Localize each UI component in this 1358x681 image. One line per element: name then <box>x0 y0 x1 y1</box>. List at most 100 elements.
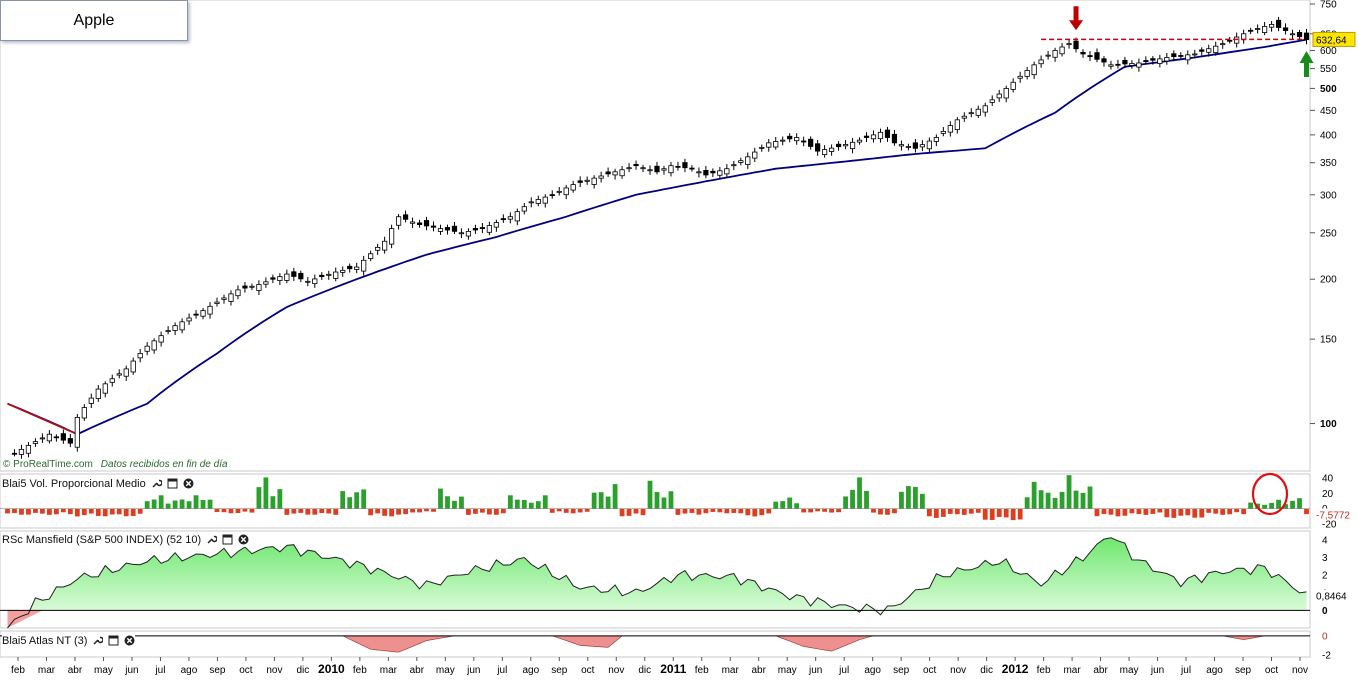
volume-bar <box>40 508 45 514</box>
x-month-label: sep <box>551 665 568 676</box>
candle-body <box>863 135 870 138</box>
volume-bar <box>1276 499 1281 509</box>
volume-panel-label: Blai5 Vol. Proporcional Medio <box>2 477 146 490</box>
volume-bar <box>486 508 492 515</box>
volume-bar <box>256 487 262 509</box>
candle-body <box>556 190 562 193</box>
volume-bar <box>724 508 730 514</box>
volume-bar <box>1003 508 1009 518</box>
candle-body <box>1275 19 1282 28</box>
volume-bar <box>277 489 283 509</box>
candle-body <box>25 445 32 454</box>
volume-tick-label: 40 <box>1322 473 1334 484</box>
x-month-label: may <box>778 665 797 676</box>
volume-bar <box>270 496 276 509</box>
volume-bar <box>33 508 38 513</box>
x-month-label: feb <box>1037 665 1051 676</box>
volume-bar <box>396 508 401 515</box>
volume-bar <box>703 508 709 514</box>
candle-body <box>1073 40 1079 50</box>
volume-bar <box>1129 508 1135 514</box>
volume-bar <box>109 508 115 515</box>
wrench-icon[interactable] <box>92 635 104 646</box>
volume-bar <box>1136 508 1142 515</box>
volume-bar <box>829 508 834 513</box>
candle-body <box>137 353 143 359</box>
volume-bar <box>81 508 87 516</box>
volume-bar <box>1297 498 1302 509</box>
candle-body <box>1282 27 1289 32</box>
candle-body <box>214 301 220 304</box>
window-icon[interactable] <box>222 534 233 545</box>
candle-body <box>703 169 709 176</box>
volume-bar <box>675 508 681 515</box>
x-month-label: may <box>1120 665 1139 676</box>
highlight-circle <box>1251 472 1289 516</box>
candle-body <box>626 167 632 170</box>
x-month-label: ago <box>864 665 881 676</box>
volume-bar <box>333 508 339 515</box>
x-month-label: mar <box>38 665 56 676</box>
candle-body <box>856 139 863 143</box>
volume-bar <box>263 477 269 509</box>
volume-bar <box>612 484 618 509</box>
candle-body <box>347 265 353 270</box>
volume-bar <box>1241 508 1247 515</box>
candle-body <box>975 108 981 116</box>
close-icon[interactable] <box>124 635 135 646</box>
moving-average-line-early <box>7 402 78 436</box>
candle-body <box>298 272 304 280</box>
volume-bar <box>1234 508 1240 513</box>
mansfield-panel-header: RSc Mansfield (S&P 500 INDEX) (52 10) <box>2 532 250 547</box>
volume-bar <box>892 508 897 514</box>
candle-body <box>766 142 772 148</box>
candle-body <box>1178 55 1184 57</box>
candle-body <box>752 151 758 159</box>
candle-body <box>1157 58 1163 64</box>
x-month-label: dic <box>638 665 651 676</box>
candle-body <box>1108 64 1114 67</box>
wrench-icon[interactable] <box>151 478 162 489</box>
volume-bar <box>179 499 185 509</box>
x-month-label: ago <box>1206 665 1223 676</box>
candle-body <box>1010 81 1016 90</box>
volume-bar <box>822 508 828 512</box>
candle-body <box>472 227 479 231</box>
window-icon[interactable] <box>108 635 119 646</box>
candle-body <box>1045 54 1051 57</box>
candle-body <box>689 167 695 170</box>
volume-bar <box>291 508 297 514</box>
x-month-label: dic <box>980 665 993 676</box>
x-month-label: may <box>436 665 455 676</box>
symbol-title: Apple <box>0 0 188 41</box>
volume-bar <box>473 508 478 514</box>
volume-bar <box>857 477 862 509</box>
volume-bar <box>1164 508 1170 518</box>
y-tick-label: 550 <box>1320 64 1337 75</box>
volume-bar <box>766 508 772 514</box>
close-icon[interactable] <box>238 534 249 545</box>
volume-bar <box>46 508 52 515</box>
volume-bar <box>403 508 408 515</box>
atlas-panel-header: Blai5 Atlas NT (3) <box>2 633 136 648</box>
window-icon[interactable] <box>167 478 178 489</box>
y-tick-label: 350 <box>1320 158 1337 169</box>
volume-bar <box>626 508 632 516</box>
volume-last-badge <box>1313 508 1357 521</box>
y-tick-label: 200 <box>1320 275 1337 286</box>
volume-bar <box>67 508 73 515</box>
candle-body <box>801 140 807 143</box>
volume-bar <box>361 489 367 509</box>
volume-bar <box>913 486 918 509</box>
close-icon[interactable] <box>183 478 194 489</box>
candle-body <box>277 276 283 281</box>
candle-body <box>1289 33 1296 36</box>
candle-body <box>53 436 59 439</box>
wrench-icon[interactable] <box>206 534 218 545</box>
candle-body <box>633 163 639 167</box>
candle-body <box>395 216 402 226</box>
x-month-label: mar <box>722 665 740 676</box>
candle-body <box>158 335 164 343</box>
volume-bar <box>340 491 346 509</box>
